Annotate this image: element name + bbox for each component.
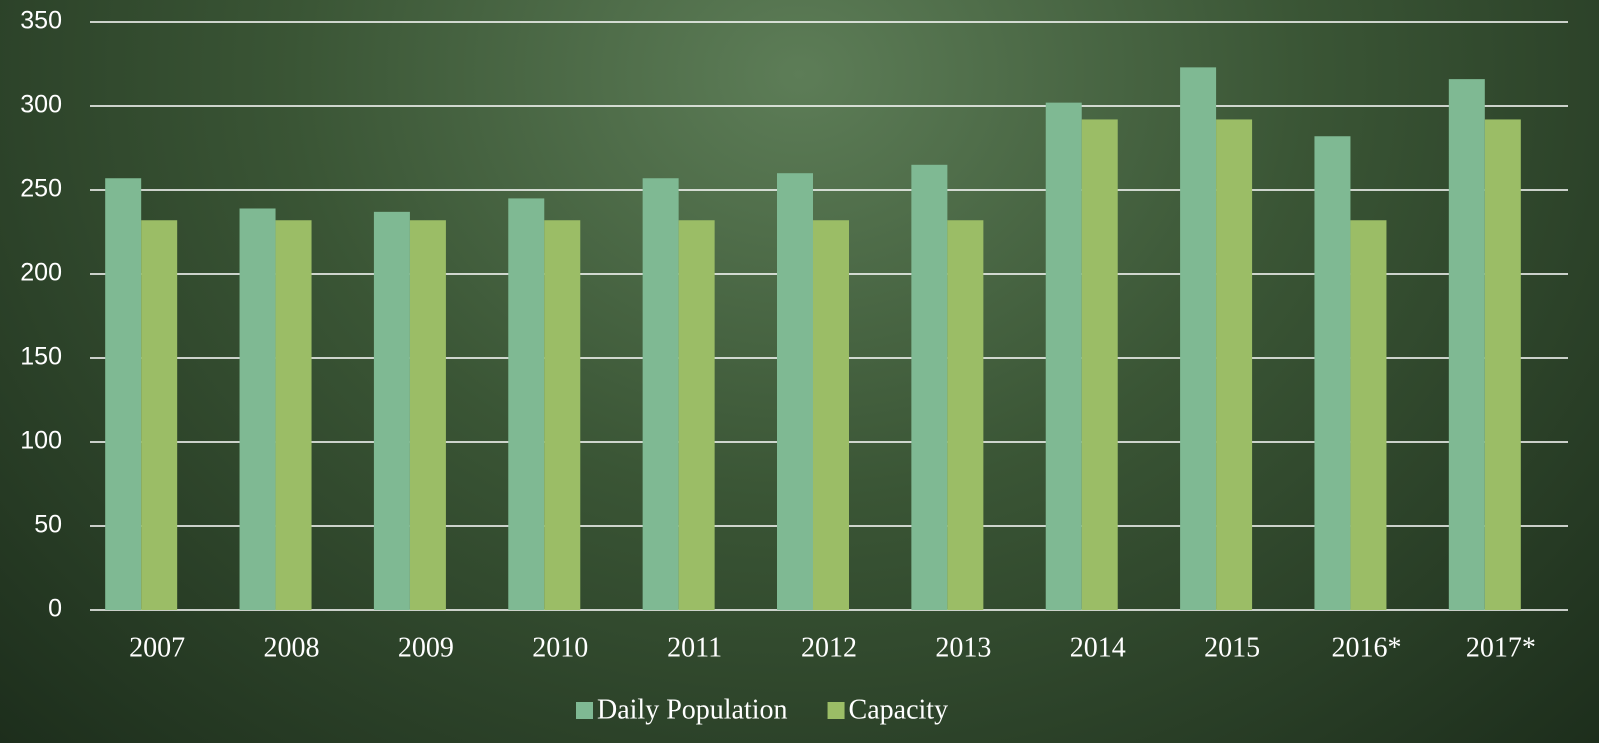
bar — [409, 220, 446, 611]
bar — [1350, 220, 1387, 611]
bar — [373, 211, 410, 610]
bar — [947, 220, 984, 611]
bar — [1448, 79, 1485, 611]
y-tick-label: 50 — [34, 511, 62, 539]
x-tick-label: 2014 — [1070, 632, 1126, 663]
bar — [141, 220, 178, 611]
legend-swatch — [576, 702, 593, 719]
y-tick-label: 300 — [20, 91, 62, 119]
bar — [239, 208, 276, 611]
bar — [777, 173, 813, 610]
y-tick-label: 350 — [20, 7, 62, 35]
bar — [508, 198, 545, 610]
x-tick-label: 2011 — [667, 632, 722, 663]
bar — [105, 178, 142, 611]
bar — [275, 220, 312, 611]
bar — [1045, 102, 1082, 610]
bar — [1180, 67, 1217, 611]
bar — [813, 220, 849, 611]
bar — [1216, 119, 1253, 610]
bar — [544, 220, 581, 611]
legend-swatch — [827, 702, 845, 719]
legend-label: Daily Population — [597, 694, 788, 725]
x-tick-label: 2010 — [532, 632, 588, 663]
y-tick-label: 0 — [48, 595, 62, 623]
bar — [1081, 119, 1118, 610]
y-tick-label: 100 — [20, 427, 62, 455]
bar — [642, 178, 679, 611]
bar — [1314, 136, 1351, 611]
y-tick-label: 250 — [20, 175, 62, 203]
y-tick-label: 200 — [20, 259, 62, 287]
x-tick-label: 2015 — [1204, 632, 1260, 663]
x-tick-label: 2009 — [398, 632, 454, 663]
x-tick-label: 2012 — [801, 632, 857, 663]
bar — [911, 164, 948, 611]
x-tick-label: 2007 — [129, 632, 185, 663]
x-tick-label: 2008 — [264, 632, 320, 663]
y-tick-label: 150 — [20, 343, 62, 371]
bar — [678, 220, 715, 611]
x-tick-label: 2017* — [1466, 632, 1536, 663]
legend-label: Capacity — [849, 694, 949, 725]
bar — [1484, 119, 1521, 610]
x-tick-label: 2013 — [935, 632, 991, 663]
x-tick-label: 2016* — [1331, 632, 1401, 663]
